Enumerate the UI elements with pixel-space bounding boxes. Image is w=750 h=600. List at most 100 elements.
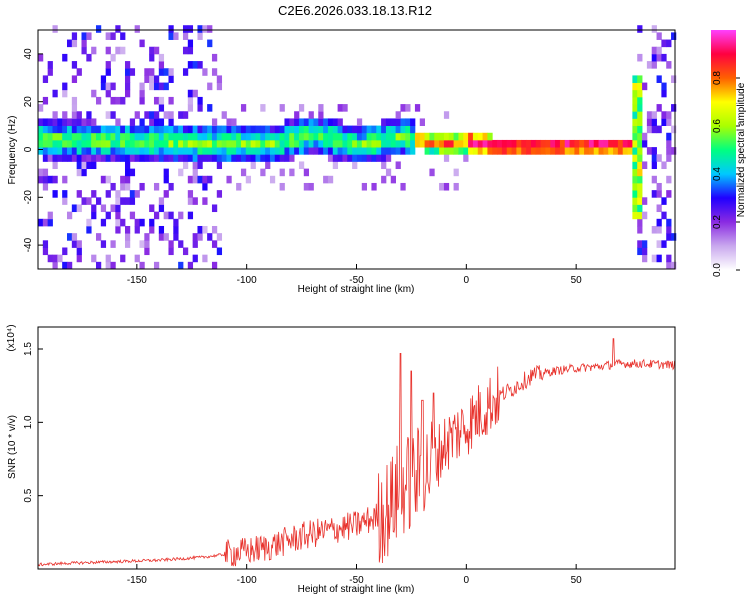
spectrogram-cell [651, 61, 657, 69]
spectrogram-cell [105, 154, 111, 162]
spectrogram-cell [139, 132, 145, 141]
spectrogram-cell [202, 139, 208, 148]
spectrogram-cell [429, 132, 435, 141]
spectrogram-cell [91, 125, 97, 134]
spectrogram-cell [144, 111, 150, 119]
spectrogram-cell [231, 147, 237, 155]
spectrogram-cell [207, 82, 213, 91]
spectrogram-cell [95, 147, 102, 155]
spectrogram-cell [129, 190, 136, 198]
spectrogram-cell [400, 104, 406, 112]
spectrogram-cell [656, 240, 662, 248]
spectrogram-cell [424, 147, 430, 155]
spectrogram-cell [124, 68, 131, 76]
spectrogram-cell [240, 132, 247, 141]
spectrogram-cell [129, 168, 136, 177]
spectrogram-cell [144, 154, 150, 162]
spectrogram-cell [66, 132, 73, 141]
spectrogram-cell [385, 139, 392, 148]
spectrogram-cell [356, 125, 363, 134]
spectrogram-cell [100, 75, 107, 83]
spectrogram-cell [637, 89, 643, 98]
spectrogram-cell [52, 89, 58, 98]
spectrogram-cell [105, 190, 111, 198]
spectrogram-cell [86, 53, 92, 62]
spectrogram-cell [182, 247, 189, 256]
spectrogram-cell [76, 147, 82, 155]
spectrogram-cell [153, 75, 160, 83]
spectrogram-cell [352, 161, 358, 170]
spectrogram-y-tick-label: 40 [23, 48, 34, 60]
spectrogram-cell [124, 139, 131, 148]
spectrogram-cell [38, 218, 44, 227]
spectrogram-cell [356, 139, 363, 148]
spectrogram-cell [149, 125, 155, 134]
spectrogram-cell [144, 147, 150, 155]
spectrogram-cell [526, 139, 532, 148]
spectrogram-y-ticks: -40 -20 0 20 40 [23, 48, 43, 252]
spectrogram-cell [178, 125, 184, 134]
spectrogram-cell [86, 161, 92, 170]
colorbar-tick-label: 0.8 [712, 71, 723, 85]
spectrogram-cell [95, 96, 102, 105]
snr-x-tick-label: -50 [349, 575, 364, 586]
spectrogram-cell [414, 104, 421, 112]
spectrogram-cell [62, 175, 68, 184]
spectrogram-cell [666, 61, 672, 69]
snr-y-ticks: 0.5 1.0 1.5 [23, 342, 43, 503]
spectrogram-cell [501, 139, 508, 148]
spectrogram-cell [385, 125, 392, 134]
spectrogram-cell [42, 218, 49, 227]
spectrogram-cell [182, 68, 189, 76]
spectrogram-cell [443, 154, 450, 162]
spectrogram-cell [216, 139, 223, 148]
spectrogram-cell [226, 147, 232, 155]
spectrogram-cell [313, 139, 319, 148]
spectrogram-cell [221, 154, 227, 162]
spectrogram-cell [187, 139, 194, 148]
spectrogram-cell [124, 75, 131, 83]
spectrogram-cell [632, 132, 638, 141]
spectrogram-cell [173, 154, 179, 162]
spectrogram-cell [216, 247, 223, 256]
spectrogram-cell [124, 240, 131, 248]
spectrogram-cell [192, 61, 198, 69]
spectrogram-cell [410, 118, 416, 126]
snr-x-ticks: -150 -100 -50 0 50 [127, 564, 582, 586]
spectrogram-cell [468, 132, 474, 141]
spectrogram-cell [361, 147, 368, 155]
spectrogram-cell [642, 247, 648, 256]
spectrogram-cell [178, 240, 184, 248]
spectrogram-cell [540, 147, 546, 155]
spectrogram-cell [666, 39, 672, 48]
spectrogram-cell [100, 154, 107, 162]
spectrogram-cell [453, 132, 459, 141]
spectrogram-cell [47, 254, 53, 263]
spectrogram-cell [424, 139, 430, 148]
spectrogram-cell [187, 147, 194, 155]
spectrogram-cell [182, 46, 189, 55]
spectrogram-cell [144, 125, 150, 134]
spectrogram-cell [105, 132, 111, 141]
spectrogram-cell [279, 125, 285, 134]
spectrogram-cell [642, 211, 648, 220]
spectrogram-cell [158, 104, 165, 112]
spectrogram-cell [632, 154, 638, 162]
spectrogram-cell [81, 161, 87, 170]
spectrogram-cell [661, 197, 667, 205]
spectrogram-cell [120, 139, 126, 148]
spectrogram-cell [637, 82, 643, 91]
spectrogram-cell [245, 139, 252, 148]
spectrogram-cell [584, 147, 590, 155]
spectrogram-cell [381, 139, 387, 148]
spectrogram-cell [178, 139, 184, 148]
spectrogram-cell [216, 161, 223, 170]
spectrogram-cell [405, 132, 411, 141]
spectrogram-cell [91, 132, 97, 141]
spectrogram-cell [129, 154, 136, 162]
spectrogram-cell [202, 25, 208, 33]
spectrogram-cell [371, 182, 377, 191]
spectrogram-cell [361, 139, 368, 148]
spectrogram-cell [642, 132, 648, 141]
spectrogram-cell [115, 218, 121, 227]
